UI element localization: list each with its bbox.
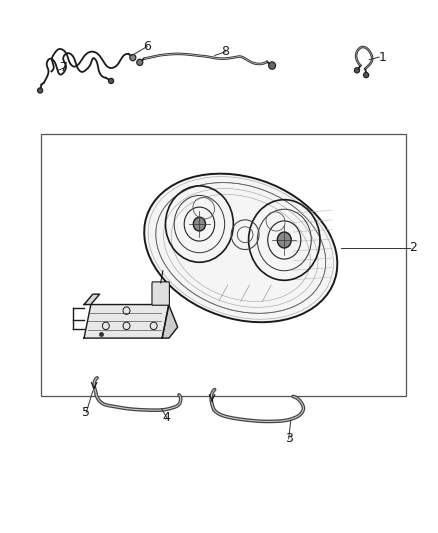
Ellipse shape bbox=[38, 88, 43, 93]
Polygon shape bbox=[84, 294, 99, 304]
Text: 6: 6 bbox=[143, 40, 151, 53]
Ellipse shape bbox=[354, 68, 360, 73]
Ellipse shape bbox=[144, 174, 337, 322]
FancyBboxPatch shape bbox=[152, 282, 170, 305]
Ellipse shape bbox=[109, 78, 114, 84]
Text: 8: 8 bbox=[222, 45, 230, 58]
Text: 4: 4 bbox=[163, 411, 171, 424]
Text: 1: 1 bbox=[378, 51, 386, 63]
Ellipse shape bbox=[137, 59, 143, 66]
Polygon shape bbox=[84, 304, 169, 338]
Ellipse shape bbox=[130, 54, 136, 61]
Ellipse shape bbox=[268, 62, 276, 69]
Bar bbox=[41, 134, 406, 397]
Ellipse shape bbox=[277, 232, 291, 248]
Ellipse shape bbox=[364, 72, 369, 78]
Polygon shape bbox=[162, 304, 178, 338]
Ellipse shape bbox=[193, 217, 205, 231]
Text: 2: 2 bbox=[409, 241, 417, 254]
Text: 7: 7 bbox=[60, 61, 68, 74]
Text: 5: 5 bbox=[82, 406, 90, 419]
Text: 3: 3 bbox=[285, 432, 293, 446]
